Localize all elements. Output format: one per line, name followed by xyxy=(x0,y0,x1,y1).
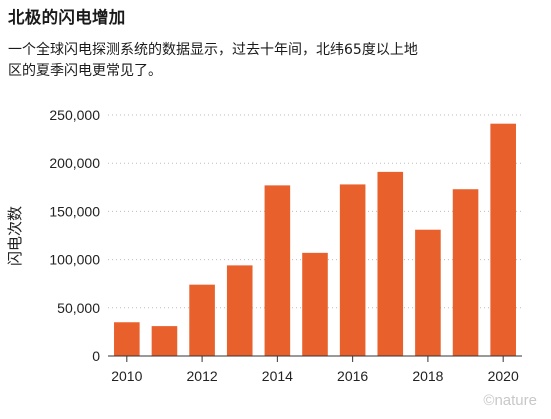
bars xyxy=(114,123,516,357)
y-tick-label: 200,000 xyxy=(49,155,100,171)
bar-2014 xyxy=(264,185,291,356)
x-tick-label: 2012 xyxy=(187,368,218,384)
y-tick-label: 100,000 xyxy=(49,252,100,268)
bar-2019 xyxy=(452,189,479,356)
x-tick-label: 2016 xyxy=(337,368,368,384)
axes: 0 50,000 100,000 150,000 200,000 250,000 2010 2… xyxy=(49,107,522,384)
y-tick-label: 150,000 xyxy=(49,203,100,219)
y-tick-label: 50,000 xyxy=(57,300,100,316)
chart-subtitle: 一个全球闪电探测系统的数据显示，过去十年间，北纬65度以上地区的夏季闪电更常见了… xyxy=(8,42,418,79)
bar-2015 xyxy=(302,252,328,356)
x-tick-label: 2020 xyxy=(488,368,519,384)
bar-2010 xyxy=(114,322,140,356)
bar-2016 xyxy=(339,184,366,356)
x-tick-label: 2010 xyxy=(111,368,142,384)
bar-2020 xyxy=(490,123,516,357)
y-tick-label: 250,000 xyxy=(49,107,100,123)
bar-2018 xyxy=(415,229,441,356)
x-tick-label: 2018 xyxy=(412,368,443,384)
chart-title: 北极的闪电增加 xyxy=(8,8,126,27)
y-tick-label: 0 xyxy=(92,348,100,364)
bar-2013 xyxy=(226,265,253,356)
y-axis-label: 闪电次数 xyxy=(6,206,24,266)
bar-2017 xyxy=(377,171,404,356)
bar-2012 xyxy=(189,284,215,356)
nature-credit: ©nature xyxy=(483,392,537,409)
x-tick-label: 2014 xyxy=(262,368,293,384)
bar-2011 xyxy=(151,326,178,356)
